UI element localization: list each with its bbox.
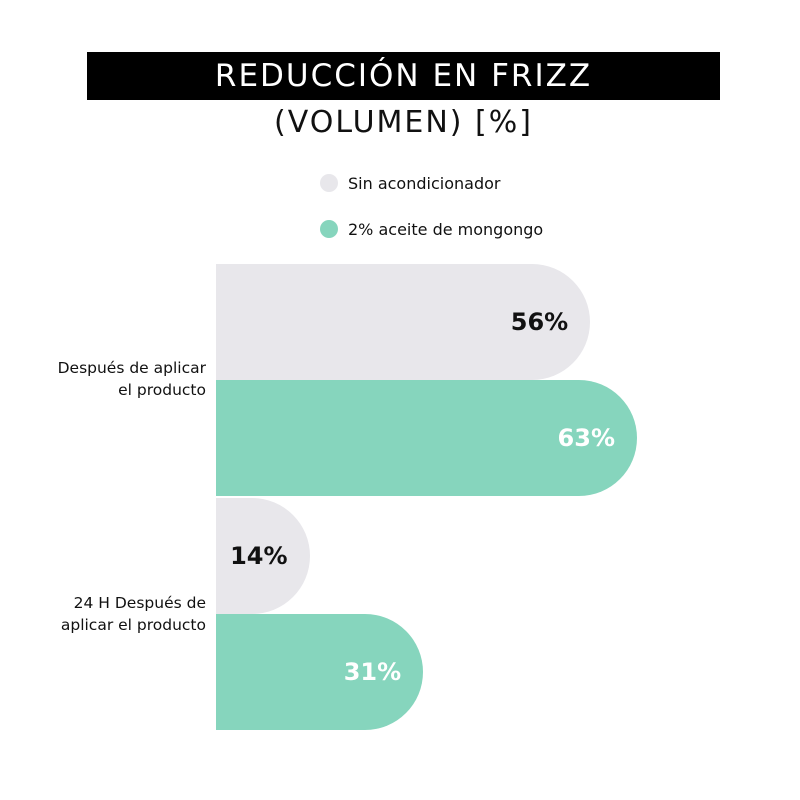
category-label-despues: Después de aplicar el producto: [6, 357, 206, 401]
legend-label-mongongo: 2% aceite de mongongo: [348, 219, 544, 239]
legend-swatch-sin-acondicionador: [320, 174, 338, 192]
bar-mongongo-despues: [216, 380, 637, 496]
category-label-line: Después de aplicar: [57, 359, 206, 377]
category-label-line: aplicar el producto: [60, 616, 206, 634]
legend: Sin acondicionador 2% aceite de mongongo: [320, 170, 543, 262]
category-label-line: 24 H Después de: [73, 594, 206, 612]
legend-item-sin-acondicionador: Sin acondicionador: [320, 170, 543, 196]
bar-sin-acondicionador-24h: [216, 498, 310, 614]
bar-value-label: 31%: [343, 658, 402, 686]
legend-label-sin-acondicionador: Sin acondicionador: [348, 173, 501, 193]
category-label-24h: 24 H Después de aplicar el producto: [6, 592, 206, 636]
bar-value-label: 63%: [557, 424, 615, 452]
bar-value-label: 14%: [230, 542, 288, 570]
bar-sin-acondicionador-despues: [216, 264, 591, 380]
chart-subtitle: (VOLUMEN) [%]: [274, 104, 533, 140]
chart-title: REDUCCIÓN EN FRIZZ: [87, 52, 720, 100]
legend-swatch-mongongo: [320, 220, 338, 238]
bar-mongongo-24h: [216, 614, 424, 730]
bar-value-label: 56%: [510, 308, 569, 336]
legend-item-mongongo: 2% aceite de mongongo: [320, 216, 543, 242]
category-label-line: el producto: [118, 381, 206, 399]
